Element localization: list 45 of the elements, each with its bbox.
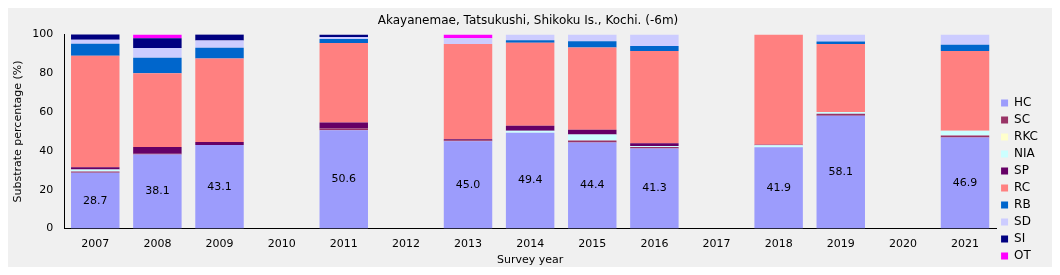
data-label: 43.1 bbox=[207, 179, 232, 193]
y-tick-label: 20 bbox=[39, 182, 54, 196]
x-tick-label: 2014 bbox=[516, 237, 545, 251]
y-tick-label: 60 bbox=[39, 104, 54, 118]
legend-label: RKC bbox=[1014, 129, 1039, 144]
data-label: 28.7 bbox=[83, 193, 108, 207]
x-tick-label: 2021 bbox=[951, 237, 980, 251]
legend-label: NIA bbox=[1014, 146, 1036, 161]
x-tick-label: 2013 bbox=[454, 237, 483, 251]
y-tick-label: 40 bbox=[39, 143, 54, 157]
y-tick-label: 100 bbox=[32, 27, 54, 41]
data-label: 38.1 bbox=[145, 184, 170, 198]
legend-label: SP bbox=[1014, 163, 1029, 178]
legend-label: SC bbox=[1014, 112, 1031, 127]
x-tick-label: 2008 bbox=[143, 237, 172, 251]
legend-label: RC bbox=[1014, 180, 1031, 195]
data-label: 45.0 bbox=[455, 177, 481, 191]
data-label: 41.9 bbox=[766, 180, 791, 194]
x-tick-label: 2016 bbox=[640, 237, 669, 251]
legend-label: SD bbox=[1014, 214, 1031, 229]
x-axis-title: Survey year bbox=[496, 253, 564, 267]
data-label: 41.3 bbox=[642, 181, 667, 195]
data-label: 50.6 bbox=[331, 172, 357, 186]
y-axis-title: Substrate percentage (%) bbox=[11, 60, 25, 203]
y-tick-label: 80 bbox=[39, 66, 54, 80]
x-tick-label: 2009 bbox=[205, 237, 234, 251]
x-tick-label: 2010 bbox=[267, 237, 296, 251]
x-tick-label: 2007 bbox=[81, 237, 110, 251]
data-label: 49.4 bbox=[517, 173, 543, 187]
x-tick-label: 2012 bbox=[391, 237, 420, 251]
x-tick-label: 2018 bbox=[764, 237, 793, 251]
x-tick-label: 2015 bbox=[578, 237, 607, 251]
y-tick-label: 0 bbox=[46, 221, 54, 235]
legend-label: SI bbox=[1014, 231, 1026, 246]
legend-label: OT bbox=[1014, 248, 1032, 263]
legend-label: RB bbox=[1014, 197, 1031, 212]
x-tick-label: 2017 bbox=[702, 237, 731, 251]
data-label: 46.9 bbox=[952, 175, 978, 189]
x-tick-label: 2020 bbox=[888, 237, 917, 251]
x-tick-label: 2019 bbox=[826, 237, 855, 251]
data-label: 44.4 bbox=[580, 178, 605, 192]
data-label: 58.1 bbox=[828, 165, 854, 179]
chart-title: Akayanemae, Tatsukushi, Shikoku Is., Kochi. (-6m) bbox=[377, 13, 679, 28]
legend-label: HC bbox=[1014, 95, 1032, 110]
x-tick-label: 2011 bbox=[329, 237, 358, 251]
